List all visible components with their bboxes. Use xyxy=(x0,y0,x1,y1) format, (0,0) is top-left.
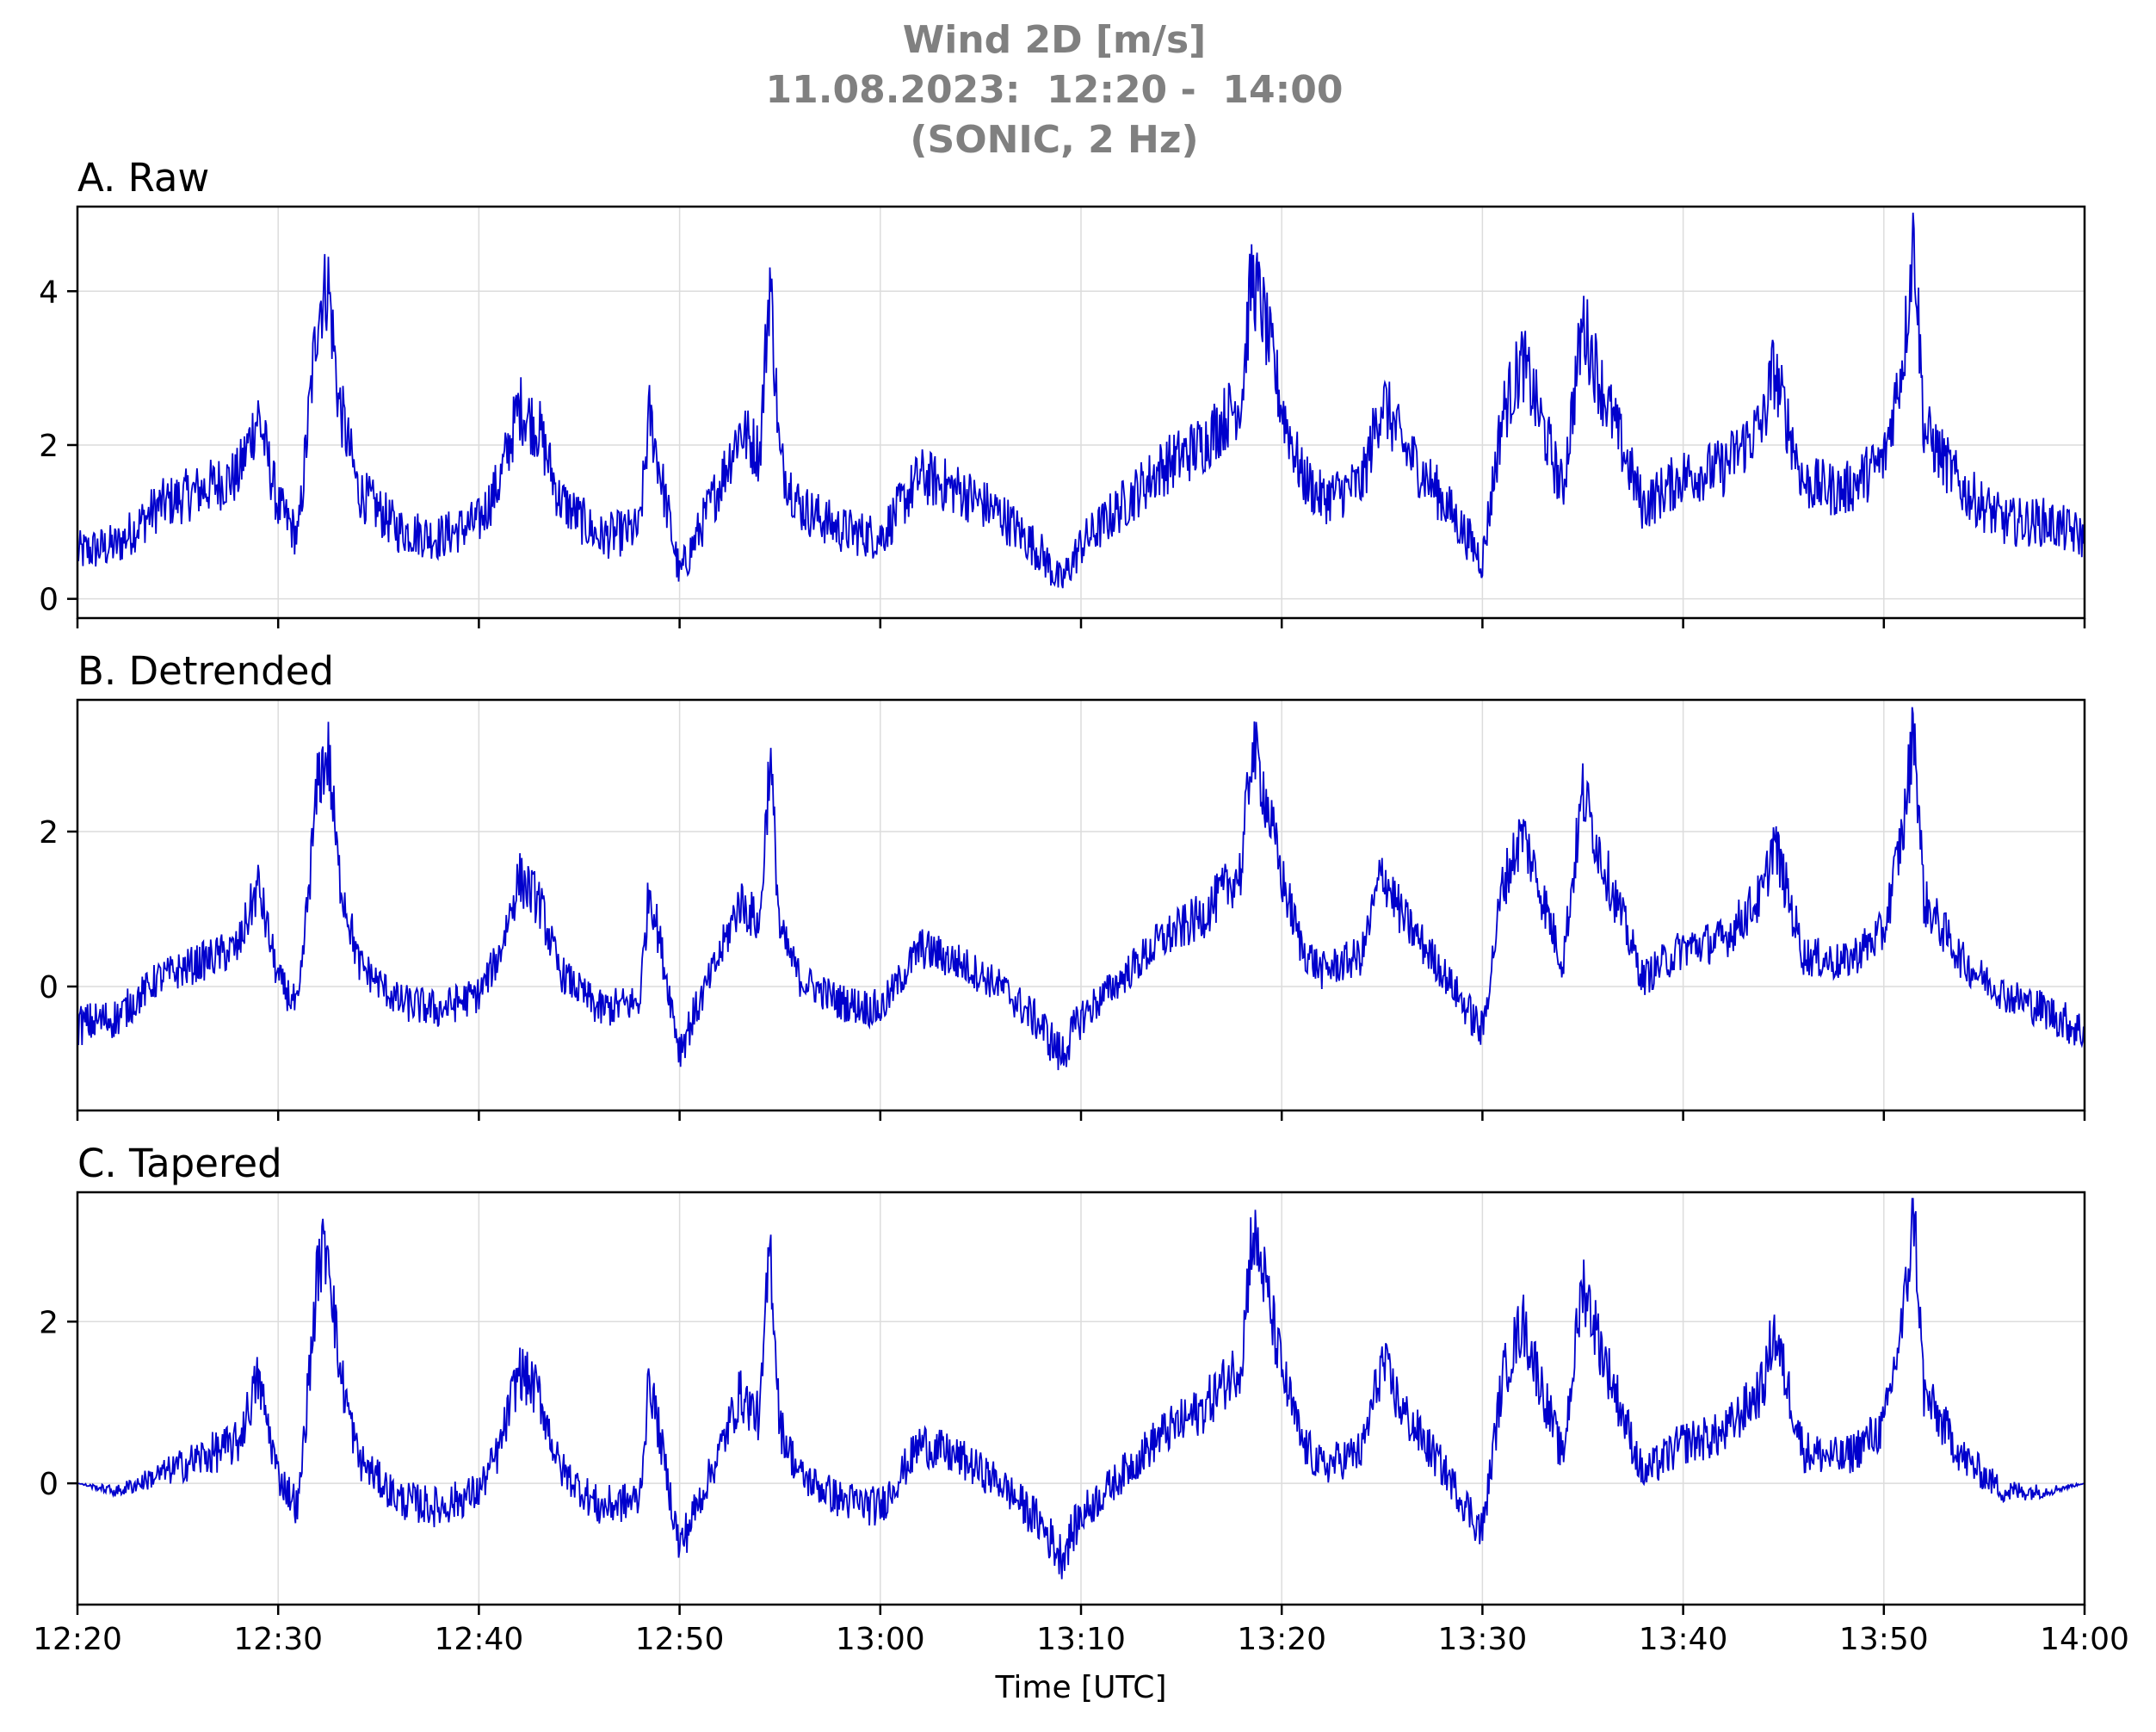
x-tick-label: 13:20 xyxy=(1237,1622,1326,1657)
y-tick-label: 4 xyxy=(39,275,59,310)
title-line-1: Wind 2D [m/s] xyxy=(902,18,1207,62)
x-axis-label: Time [UTC] xyxy=(994,1670,1166,1705)
panel-title: B. Detrended xyxy=(77,648,334,694)
title-line-2: 11.08.2023: 12:20 - 14:00 xyxy=(765,68,1344,112)
y-tick-label: 2 xyxy=(39,815,59,851)
y-tick-label: 0 xyxy=(39,583,59,618)
x-tick-label: 14:00 xyxy=(2040,1622,2129,1657)
y-tick-label: 0 xyxy=(39,970,59,1005)
panel-title: A. Raw xyxy=(77,155,209,201)
x-tick-label: 12:30 xyxy=(233,1622,323,1657)
x-tick-label: 12:20 xyxy=(33,1622,122,1657)
x-tick-label: 13:00 xyxy=(836,1622,925,1657)
x-tick-label: 13:30 xyxy=(1438,1622,1528,1657)
y-tick-label: 2 xyxy=(39,429,59,464)
title-line-3: (SONIC, 2 Hz) xyxy=(910,118,1199,162)
x-tick-label: 12:50 xyxy=(635,1622,725,1657)
x-tick-label: 13:50 xyxy=(1839,1622,1929,1657)
y-tick-label: 0 xyxy=(39,1467,59,1502)
plot-frame xyxy=(76,698,2086,1112)
x-tick-label: 13:10 xyxy=(1036,1622,1126,1657)
plot-frame xyxy=(76,205,2086,620)
chart-title: Wind 2D [m/s] 11.08.2023: 12:20 - 14:00 … xyxy=(0,15,2109,165)
y-tick-label: 2 xyxy=(39,1305,59,1340)
panel-title: C. Tapered xyxy=(77,1141,282,1186)
plot-frame xyxy=(76,1191,2086,1606)
series-line xyxy=(77,707,2085,1071)
series-line xyxy=(77,1197,2085,1580)
x-tick-label: 13:40 xyxy=(1639,1622,1728,1657)
x-tick-label: 12:40 xyxy=(435,1622,524,1657)
series-line xyxy=(77,213,2085,589)
